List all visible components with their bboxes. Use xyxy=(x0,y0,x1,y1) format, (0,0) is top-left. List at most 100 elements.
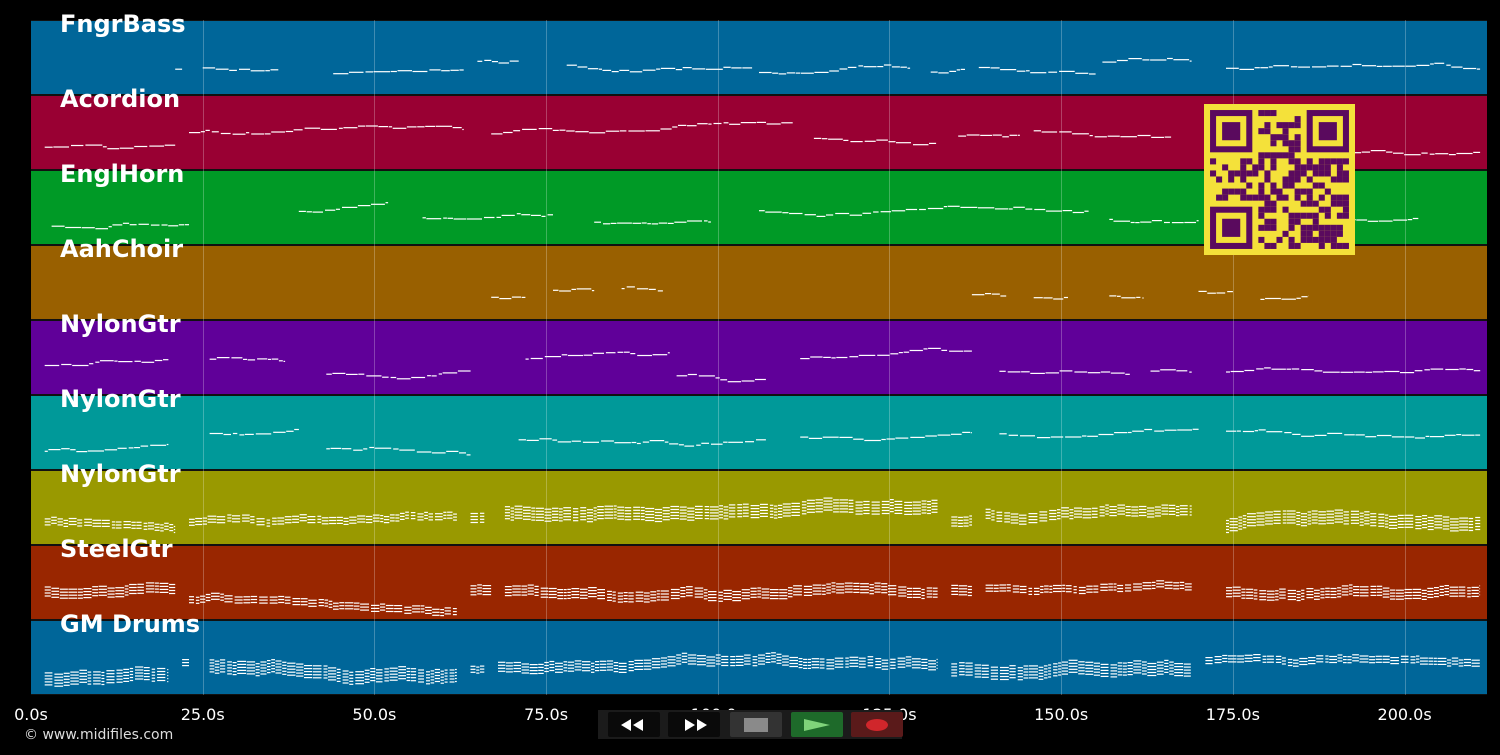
note xyxy=(529,670,538,672)
note xyxy=(1117,59,1128,62)
note xyxy=(881,509,890,512)
note xyxy=(1367,220,1378,222)
rewind-button[interactable] xyxy=(608,712,660,737)
note xyxy=(147,528,154,530)
note xyxy=(385,604,394,607)
note xyxy=(1370,522,1377,524)
note xyxy=(1059,131,1072,133)
note xyxy=(523,512,531,514)
note xyxy=(1259,596,1267,598)
note xyxy=(1242,521,1247,523)
note xyxy=(1434,593,1439,595)
note xyxy=(721,658,729,661)
note xyxy=(164,522,169,524)
note xyxy=(1028,513,1038,515)
note xyxy=(633,518,640,520)
note xyxy=(1301,595,1305,597)
note xyxy=(1467,593,1471,595)
note xyxy=(566,130,575,132)
note xyxy=(905,656,912,658)
track-lane-8[interactable] xyxy=(31,545,1487,620)
note xyxy=(134,360,141,362)
qr-module xyxy=(1282,206,1289,213)
note xyxy=(1226,522,1229,525)
note xyxy=(965,662,973,664)
note xyxy=(51,587,60,589)
note xyxy=(83,594,92,596)
qr-module xyxy=(1330,230,1337,237)
note xyxy=(78,591,83,593)
note xyxy=(1131,515,1139,517)
note xyxy=(1019,520,1027,522)
note xyxy=(336,516,343,518)
note xyxy=(839,511,848,513)
note xyxy=(618,662,627,664)
note xyxy=(829,70,839,72)
note xyxy=(430,670,435,672)
qr-module xyxy=(1276,194,1283,201)
note xyxy=(1384,370,1400,373)
note xyxy=(1341,594,1349,596)
note xyxy=(657,290,663,292)
note xyxy=(985,511,991,513)
note xyxy=(750,593,757,595)
note xyxy=(741,589,750,591)
note xyxy=(129,676,134,679)
note xyxy=(1087,372,1101,374)
fast-forward-button[interactable] xyxy=(668,712,720,737)
note xyxy=(815,508,823,510)
qr-module xyxy=(1300,200,1307,207)
note xyxy=(404,612,412,614)
note xyxy=(898,592,907,594)
qr-code[interactable] xyxy=(1204,104,1355,255)
note xyxy=(214,672,220,674)
note xyxy=(410,512,416,514)
track-lane-1[interactable] xyxy=(31,20,1487,95)
note xyxy=(1168,510,1176,512)
track-lane-4[interactable] xyxy=(31,245,1487,320)
note xyxy=(323,671,328,673)
note xyxy=(791,514,800,516)
note xyxy=(769,513,774,515)
track-lane-7[interactable] xyxy=(31,470,1487,545)
note xyxy=(1127,662,1133,664)
note xyxy=(1091,510,1098,512)
stop-button[interactable] xyxy=(730,712,782,737)
note xyxy=(325,209,336,211)
note xyxy=(353,449,363,451)
record-button[interactable] xyxy=(851,712,903,737)
note xyxy=(730,662,736,664)
note xyxy=(656,590,660,592)
note xyxy=(470,515,478,518)
note xyxy=(1296,596,1301,599)
note xyxy=(1131,509,1139,511)
note xyxy=(318,599,324,601)
note xyxy=(449,675,455,677)
note xyxy=(1340,65,1352,67)
qr-module xyxy=(1240,164,1247,171)
note xyxy=(1164,659,1169,661)
note xyxy=(812,584,822,586)
note xyxy=(349,71,364,73)
note xyxy=(389,514,395,516)
note xyxy=(813,137,822,139)
note xyxy=(704,512,709,514)
note xyxy=(207,521,217,523)
note xyxy=(129,670,134,673)
note xyxy=(312,671,322,673)
note xyxy=(1343,520,1349,522)
track-lane-5[interactable] xyxy=(31,320,1487,395)
note xyxy=(1479,594,1481,596)
note xyxy=(905,662,912,664)
note xyxy=(1156,670,1164,672)
note xyxy=(613,505,617,507)
note xyxy=(1226,528,1229,531)
note xyxy=(1471,595,1479,597)
play-button[interactable] xyxy=(791,712,843,737)
note xyxy=(83,588,92,590)
note xyxy=(756,439,766,441)
note xyxy=(723,441,728,443)
note xyxy=(800,436,809,438)
note xyxy=(822,587,826,589)
note xyxy=(101,677,105,680)
